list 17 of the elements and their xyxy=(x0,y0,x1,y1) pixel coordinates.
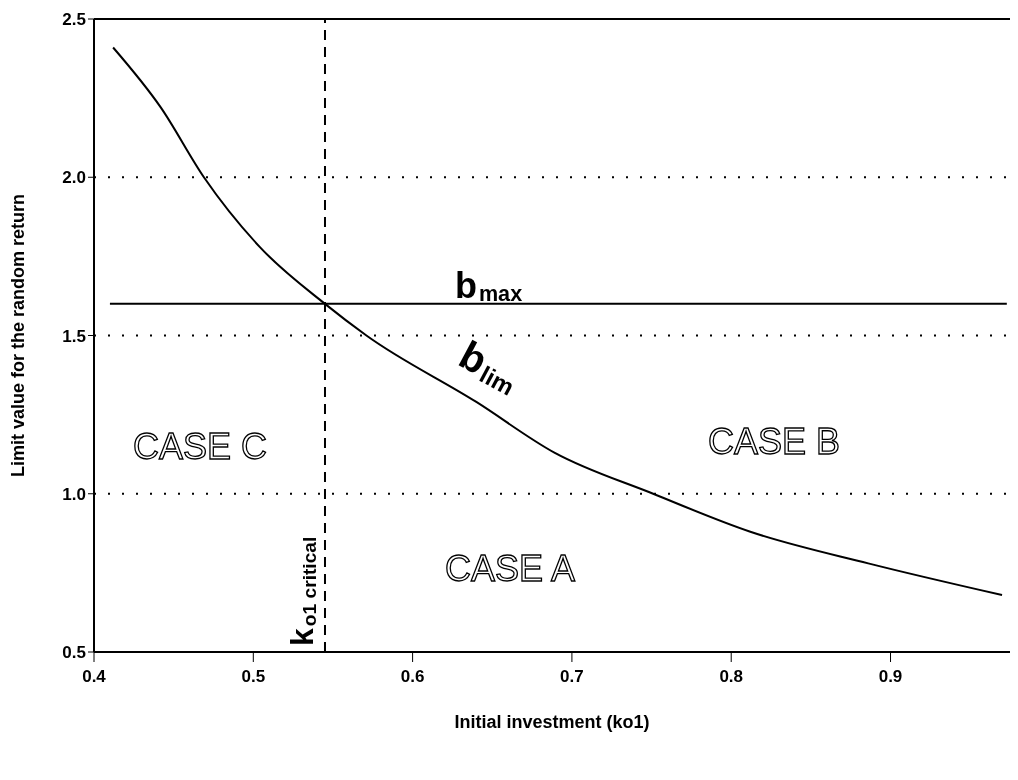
y-axis-title: Limit value for the random return xyxy=(8,193,29,478)
x-tick-label: 0.6 xyxy=(400,667,425,687)
x-tick-label: 0.5 xyxy=(241,667,266,687)
annotation: CASE B xyxy=(708,421,841,463)
y-tick-label: 0.5 xyxy=(62,643,86,663)
annotation: CASE C xyxy=(133,426,268,468)
x-tick-label: 0.4 xyxy=(82,667,107,687)
y-tick-label: 1.5 xyxy=(62,326,86,346)
x-tick-label: 0.7 xyxy=(560,667,584,687)
y-tick-label: 2.0 xyxy=(62,168,86,188)
series-label: b$_{max}$ xyxy=(454,264,523,307)
x-tick-label: 0.9 xyxy=(878,667,903,687)
y-tick-label: 2.5 xyxy=(62,10,86,30)
x-tick-label: 0.8 xyxy=(719,667,744,687)
y-tick-label: 1.0 xyxy=(62,484,86,504)
annotation: CASE A xyxy=(445,548,576,590)
x-axis-title: Initial investment (ko1) xyxy=(454,712,650,732)
